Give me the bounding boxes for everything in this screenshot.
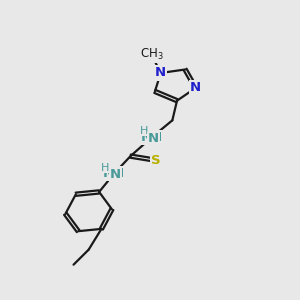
Text: S: S xyxy=(151,154,161,167)
Text: NH: NH xyxy=(140,131,163,144)
Text: H: H xyxy=(140,126,148,136)
Text: N: N xyxy=(155,67,166,80)
Text: N: N xyxy=(155,67,166,80)
Text: CH₃: CH₃ xyxy=(140,48,163,61)
Text: NH: NH xyxy=(103,167,125,180)
Text: H: H xyxy=(101,163,109,173)
Text: N: N xyxy=(110,168,121,181)
Text: N: N xyxy=(190,82,201,94)
Text: S: S xyxy=(151,154,161,167)
Text: N: N xyxy=(148,132,159,145)
Text: CH$_3$: CH$_3$ xyxy=(140,47,163,62)
Text: N: N xyxy=(190,82,201,94)
